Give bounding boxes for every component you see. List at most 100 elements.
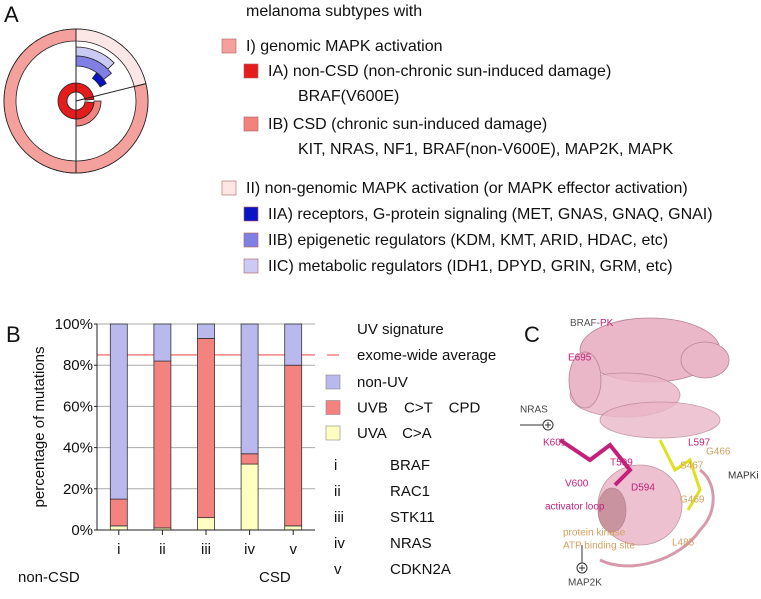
mapk-inhibitor <box>658 439 702 511</box>
legend-detail: KIT, NRAS, NF1, BRAF(non-V600E), MAP2K, … <box>298 141 674 158</box>
structure-label: G469 <box>680 495 705 506</box>
nras-marker <box>520 419 588 574</box>
panel-letter: A <box>4 2 19 27</box>
legend-label: IIA) receptors, G-protein signaling (MET… <box>268 206 713 223</box>
loop <box>599 468 715 568</box>
legend-swatch <box>221 38 237 54</box>
key-gene: NRAS <box>390 535 432 552</box>
legend-swatch <box>243 116 259 132</box>
divider <box>75 83 146 102</box>
legend-label: IA) non-CSD (non-chronic sun-induced dam… <box>268 63 611 80</box>
y-tick-label: 60% <box>63 398 93 415</box>
legend-swatch <box>325 425 341 441</box>
helix <box>680 341 730 379</box>
legend-label: UVB C>T CPD <box>357 399 480 416</box>
legend-swatch <box>243 63 259 79</box>
x-tick-label: iv <box>244 541 255 558</box>
legend-label: non-UV <box>357 374 408 391</box>
structure-label: K601 <box>543 438 567 449</box>
y-tick-label: 20% <box>63 481 93 498</box>
structure-label: MAP2K <box>568 578 602 589</box>
legend-swatch <box>243 232 259 248</box>
epigenetic-ring <box>75 55 113 81</box>
legend-swatch <box>325 400 341 415</box>
x-tick-label: iii <box>201 541 211 558</box>
title-prefix: BRAF- <box>570 318 600 329</box>
structure-label: E695 <box>568 353 592 364</box>
bar-segment <box>240 323 259 455</box>
structure-label: T599 <box>610 458 633 469</box>
marker-plus <box>545 422 551 428</box>
legend-label: exome-wide average <box>357 347 496 364</box>
bar-segment <box>284 323 303 366</box>
helix <box>568 351 602 409</box>
y-tick-label: 100% <box>55 316 93 333</box>
key-gene: CDKN2A <box>390 561 451 578</box>
structure-label: S467 <box>680 461 704 472</box>
structure-label: protein kinase <box>563 528 626 539</box>
legend-label: I) genomic MAPK activation <box>246 38 443 55</box>
x-tick-label: i <box>117 541 120 558</box>
noncsd-ring <box>57 82 95 120</box>
key-gene: BRAF <box>390 457 430 474</box>
helix <box>597 487 627 533</box>
legend-label: IIB) epigenetic regulators (KDM, KMT, AR… <box>268 232 668 249</box>
structure-label: NRAS <box>520 405 548 416</box>
structure-label: L597 <box>688 438 711 449</box>
legend-label: II) non-genomic MAPK activation (or MAPK… <box>246 180 688 197</box>
legend-swatch <box>325 374 341 390</box>
receptor-ring <box>91 72 107 88</box>
key-gene: RAC1 <box>390 483 430 500</box>
bar-segment <box>240 453 259 465</box>
title-suffix: PK <box>600 318 614 329</box>
bar-segment <box>197 338 215 519</box>
structure-label: MAPKi <box>728 471 759 482</box>
structure-title: BRAF-PK <box>570 318 614 329</box>
y-tick-label: 0% <box>71 522 93 539</box>
bar-segment <box>197 323 215 339</box>
x-tick-label: ii <box>159 541 166 558</box>
key-numeral: iii <box>334 509 344 526</box>
key-numeral: ii <box>334 483 341 500</box>
bar-segment <box>109 323 128 500</box>
marker-circle <box>576 562 588 574</box>
legend-swatch <box>221 180 237 196</box>
bar-segment <box>284 525 303 531</box>
group-annotation: non-CSD <box>18 569 80 586</box>
key-numeral: iv <box>334 535 345 552</box>
legend-title: UV signature <box>357 321 444 338</box>
legend-swatch <box>243 258 259 274</box>
structure-label: ATP binding site <box>563 541 635 552</box>
key-gene: STK11 <box>390 509 435 526</box>
bar-segment <box>153 360 172 529</box>
marker-plus <box>579 565 585 571</box>
bar-segment <box>240 463 259 531</box>
marker-circle <box>542 419 554 431</box>
key-numeral: i <box>334 457 337 474</box>
activator-loop <box>558 438 633 487</box>
x-tick-label: v <box>289 541 297 558</box>
legend-label: IIC) metabolic regulators (IDH1, DPYD, G… <box>268 258 673 275</box>
structure-label: G466 <box>706 447 731 458</box>
y-tick-label: 80% <box>63 357 93 374</box>
bar-segment <box>109 498 128 527</box>
legend-detail: BRAF(V600E) <box>298 88 399 105</box>
legend-label: IB) CSD (chronic sun-induced damage) <box>268 116 547 133</box>
bar-segment <box>109 525 128 531</box>
legend-label: UVA C>A <box>357 425 432 442</box>
bar-segment <box>284 364 303 527</box>
helix-region <box>599 401 721 439</box>
bar-segment <box>197 517 215 531</box>
structure-label: D594 <box>631 483 655 494</box>
protein-structure <box>558 317 730 568</box>
structure-label: V600 <box>565 479 589 490</box>
legend-swatch <box>243 206 259 222</box>
y-axis-title: percentage of mutations <box>31 347 48 508</box>
structure-label: L485 <box>672 538 695 549</box>
key-numeral: v <box>334 561 342 578</box>
panel-letter: C <box>524 322 540 347</box>
bar-segment <box>153 323 172 362</box>
panel-letter: B <box>6 322 21 347</box>
